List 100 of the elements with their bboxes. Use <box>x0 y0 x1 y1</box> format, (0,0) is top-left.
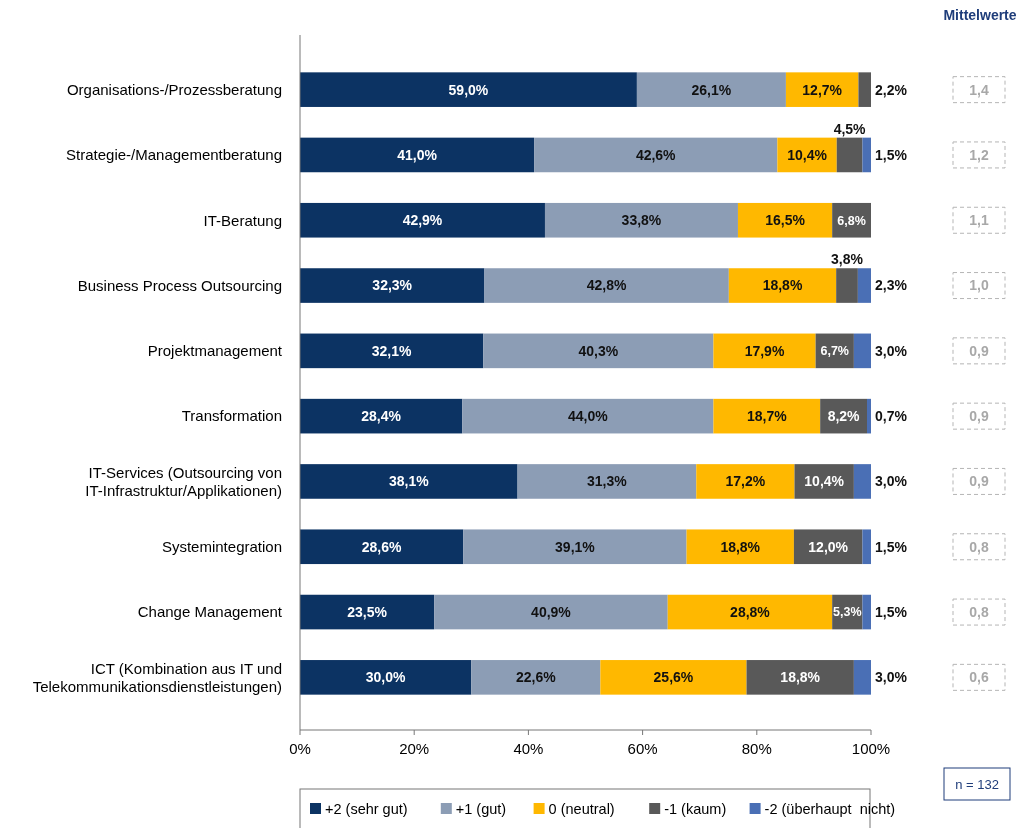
y-tick-label: IT-Beratung <box>203 211 282 229</box>
x-tick-label: 0% <box>289 740 311 757</box>
data-label: 1,5% <box>875 538 908 555</box>
bar <box>462 398 714 434</box>
data-label: 32,1% <box>371 342 413 359</box>
text: 0,9 <box>969 408 989 425</box>
data-label: 1,5% <box>875 603 908 620</box>
x-tick-label: 40% <box>513 740 544 757</box>
data-label: 44,0% <box>567 408 609 425</box>
text: 1,2 <box>969 146 989 163</box>
bar <box>836 137 863 173</box>
data-label: 8,2% <box>827 408 861 425</box>
bar <box>300 594 435 630</box>
data-label: 18,7% <box>746 408 788 425</box>
data-label: 28,6% <box>361 538 403 555</box>
data-label: 33,8% <box>621 212 662 229</box>
data-label: 59,0% <box>448 81 489 98</box>
data-label: 40,3% <box>578 342 619 359</box>
text: 0,8 <box>969 538 989 555</box>
bar <box>600 660 747 695</box>
data-label: 18,8% <box>780 669 821 686</box>
y-tick-label: Organisations-/Prozessberatung <box>66 80 282 98</box>
data-label: 42,6% <box>635 146 677 163</box>
y-tick-label: Systemintegration <box>161 538 282 555</box>
bar <box>728 268 837 303</box>
data-label: 25,6% <box>653 669 694 686</box>
bar <box>857 268 871 303</box>
data-label: 5,3% <box>833 605 862 620</box>
bar <box>853 660 871 695</box>
bar <box>713 333 816 369</box>
data-label: 31,3% <box>587 473 628 490</box>
data-label: 28,4% <box>361 408 402 425</box>
bar <box>534 137 778 173</box>
data-label: 2,3% <box>875 277 908 294</box>
data-label: 17,2% <box>725 473 766 490</box>
legend-label: +1 (gut) <box>455 801 507 818</box>
bar <box>785 72 859 107</box>
data-label: 3,0% <box>875 669 908 686</box>
data-label: 38,1% <box>388 473 430 490</box>
data-label: 26,1% <box>691 81 732 98</box>
x-tick-label: 60% <box>627 740 658 757</box>
data-label: 17,9% <box>744 342 785 359</box>
data-label: 10,4% <box>787 146 828 163</box>
data-label: 0,7% <box>875 408 908 425</box>
bar <box>686 529 794 565</box>
bar <box>300 137 535 173</box>
data-label: 1,5% <box>875 146 908 163</box>
y-tick-label: Projektmanagement <box>147 342 283 360</box>
data-label: 12,7% <box>802 81 843 98</box>
y-tick-label: ICT (Kombination aus IT und Telekommunikationsdienstleistungen) <box>32 659 282 695</box>
bar <box>853 464 871 499</box>
y-tick-label: Business Process Outsourcing <box>77 276 282 294</box>
text: 1,0 <box>969 277 989 294</box>
data-label: 18,8% <box>720 538 761 555</box>
bar <box>544 202 738 238</box>
bar <box>737 202 833 238</box>
bar <box>862 594 871 630</box>
bar <box>300 268 485 303</box>
bar <box>517 464 697 499</box>
bar <box>463 529 687 565</box>
data-label: 3,0% <box>875 473 908 490</box>
data-label: 10,4% <box>804 473 845 490</box>
bar <box>300 529 464 565</box>
data-label: 28,8% <box>730 603 771 620</box>
data-label: 22,6% <box>515 669 557 686</box>
bar <box>484 268 729 303</box>
legend-label: -1 (kaum) <box>664 801 727 818</box>
bar <box>862 529 871 565</box>
bar <box>636 72 786 107</box>
bar <box>300 464 518 499</box>
data-label: 6,7% <box>820 344 849 359</box>
data-label: 6,8% <box>837 213 866 228</box>
y-tick-label: Transformation <box>181 407 282 425</box>
bar <box>667 594 833 630</box>
legend-label: +2 (sehr gut) <box>325 801 408 818</box>
data-label: 18,8% <box>762 277 803 294</box>
y-tick-label: Strategie-/Managementberatung <box>66 146 282 164</box>
y-tick-label: Change Management <box>137 603 283 621</box>
x-tick-label: 100% <box>851 740 891 757</box>
text: 0,9 <box>969 342 989 359</box>
text: 0,8 <box>969 603 989 620</box>
data-label: 41,0% <box>397 146 438 163</box>
text: 1,1 <box>969 212 989 229</box>
data-label: 30,0% <box>365 669 407 686</box>
text: 0,9 <box>969 473 989 490</box>
x-tick-label: 20% <box>399 740 430 757</box>
text: n = 132 <box>955 776 999 792</box>
bar <box>300 72 637 107</box>
bar <box>836 268 858 303</box>
bar <box>434 594 668 630</box>
data-label: 16,5% <box>765 212 806 229</box>
bar <box>300 660 472 695</box>
bar <box>853 333 871 369</box>
bar <box>300 398 463 434</box>
bar <box>696 464 795 499</box>
data-label: 40,9% <box>531 603 572 620</box>
text: Mittelwerte <box>943 7 1017 23</box>
bar <box>483 333 714 369</box>
data-label: 3,8% <box>831 251 864 268</box>
bar <box>300 202 545 238</box>
